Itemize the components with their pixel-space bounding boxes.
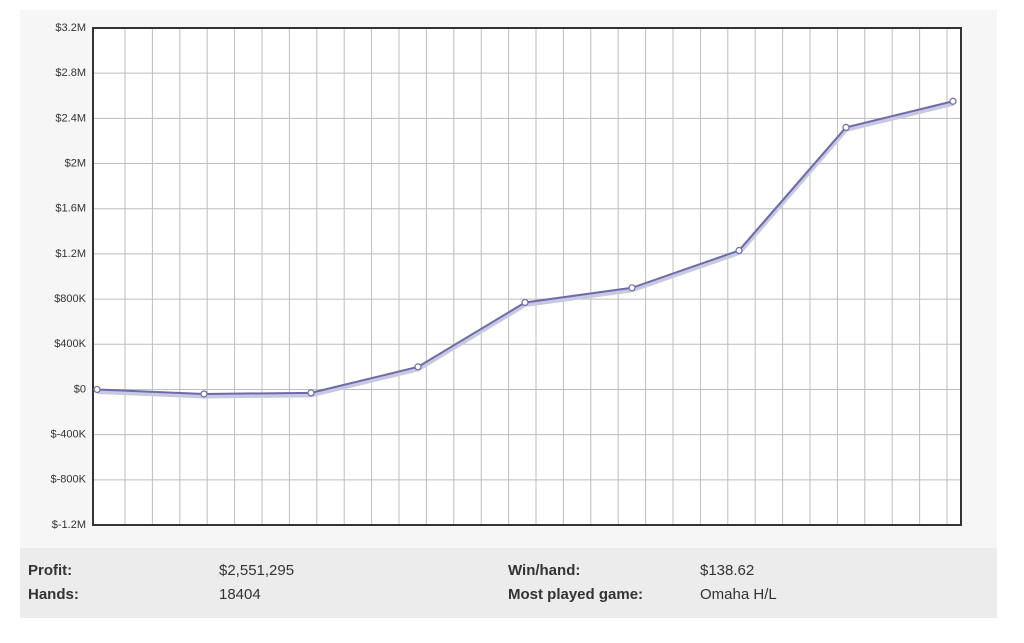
y-tick-label: $-400K xyxy=(51,429,87,441)
stat-value: $138.62 xyxy=(700,562,755,579)
stat-value: $2,551,295 xyxy=(219,562,295,579)
point xyxy=(414,363,422,371)
point xyxy=(200,390,208,398)
y-tick-label: $-1.2M xyxy=(52,519,86,531)
point xyxy=(307,389,315,397)
y-tick-label: $800K xyxy=(54,293,86,305)
y-tick-label: $400K xyxy=(54,338,86,350)
point xyxy=(949,97,957,105)
plot-area xyxy=(93,28,961,525)
point xyxy=(735,246,743,255)
stat-value: Omaha H/L xyxy=(700,586,777,603)
stat-value: 18404 xyxy=(219,586,261,603)
grid xyxy=(93,27,961,526)
stat-label: Profit: xyxy=(28,562,73,579)
stat-label: Hands: xyxy=(28,586,79,603)
chart: $-1.2M $-800K $-400K $0 $400K $800K $1.2M $1.6M… xyxy=(50,21,962,531)
stat-label: Most played game: xyxy=(508,586,644,603)
y-tick-label: $0 xyxy=(74,383,86,395)
point xyxy=(521,298,529,307)
point xyxy=(842,123,850,132)
y-tick-label: $2.8M xyxy=(55,67,86,79)
y-tick-label: $3.2M xyxy=(55,22,86,34)
plot-border xyxy=(92,27,962,526)
stat-label: Win/hand: xyxy=(508,562,581,579)
y-tick-label: $2.4M xyxy=(55,112,86,124)
y-tick-label: $2M xyxy=(65,157,86,169)
point xyxy=(628,284,636,292)
y-tick-label: $1.2M xyxy=(55,248,86,260)
point xyxy=(93,385,101,394)
stats-footer: Profit: $2,551,295 Win/hand: $138.62 Hands: 1… xyxy=(20,548,997,618)
y-tick-label: $1.6M xyxy=(55,203,86,215)
y-tick-label: $-800K xyxy=(51,474,87,486)
